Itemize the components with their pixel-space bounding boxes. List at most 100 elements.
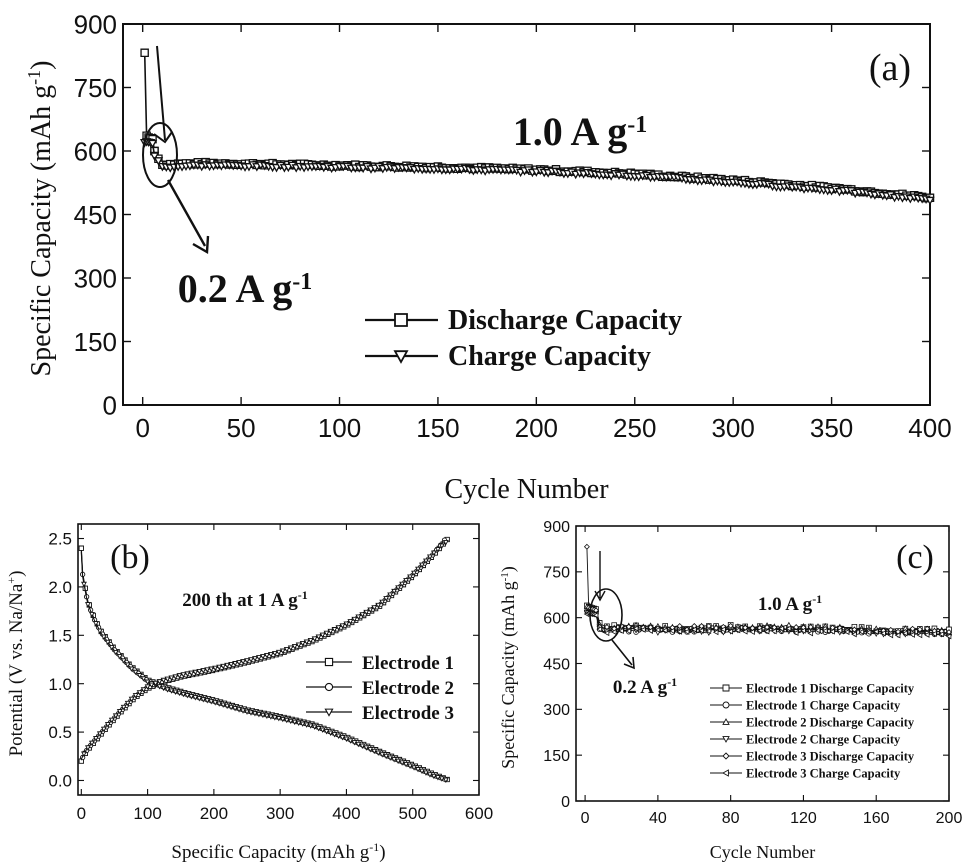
series-line (586, 546, 950, 634)
data-point (383, 753, 390, 760)
data-point (263, 713, 270, 719)
data-point (184, 671, 191, 677)
data-point (403, 578, 410, 584)
data-point (335, 625, 342, 631)
data-point (244, 658, 250, 664)
y-tick-label: 2.5 (48, 530, 72, 549)
data-point (640, 626, 646, 633)
data-point (188, 694, 195, 700)
series-line (586, 610, 950, 636)
data-point (323, 630, 330, 637)
y-tick-label: 0.0 (48, 772, 72, 791)
data-point (938, 631, 945, 638)
x-tick-label: 400 (908, 413, 951, 443)
data-point (220, 702, 227, 708)
legend-label: Electrode 3 (362, 703, 454, 724)
data-point (764, 624, 771, 631)
data-point (204, 667, 211, 673)
data-point (164, 676, 171, 682)
data-point (814, 627, 821, 634)
y-tick-label: 900 (74, 9, 117, 39)
legend-label: Charge Capacity (448, 341, 651, 372)
data-point (887, 626, 894, 633)
data-point (705, 628, 712, 635)
data-point (363, 609, 370, 616)
data-point (224, 703, 231, 710)
data-point (442, 540, 449, 546)
data-point (654, 626, 661, 633)
legend-label: Electrode 3 Discharge Capacity (746, 750, 915, 764)
data-point (829, 628, 835, 635)
data-point (399, 581, 406, 588)
data-point (778, 625, 784, 632)
data-point (807, 630, 814, 637)
y-tick-label: 1.0 (48, 675, 72, 694)
data-point (196, 696, 203, 702)
data-point (800, 627, 806, 634)
data-point (156, 684, 163, 690)
data-point (144, 679, 151, 685)
data-point (311, 724, 318, 730)
data-point (423, 770, 429, 776)
data-point (307, 637, 314, 644)
data-point (259, 654, 266, 660)
data-point (430, 550, 437, 556)
data-point (603, 624, 610, 630)
data-point (92, 621, 99, 627)
data-point (902, 630, 908, 637)
data-point (407, 574, 414, 580)
data-point (220, 663, 227, 670)
legend-label: Electrode 2 (362, 678, 454, 699)
data-point (807, 624, 814, 630)
series-line (586, 605, 950, 633)
data-point (192, 669, 199, 676)
x-tick-label: 0 (77, 804, 86, 823)
x-axis-title: Specific Capacity (mAh g-1) (171, 840, 385, 863)
data-point (172, 674, 179, 680)
legend-label: Electrode 2 Charge Capacity (746, 733, 901, 747)
data-point (872, 628, 879, 635)
data-point (625, 623, 632, 630)
data-point (916, 626, 923, 633)
data-point (442, 777, 449, 783)
series-electrode-3 (80, 540, 449, 783)
panel-c: 0 40 80 120 160 200 0 150 300 450 600 750 900 Cycle N… (498, 519, 962, 862)
data-point (132, 693, 139, 699)
y-tick-label: 450 (543, 656, 570, 673)
y-tick-label: 0 (561, 794, 570, 811)
data-point (164, 687, 171, 693)
x-tick-label: 200 (200, 804, 228, 823)
data-point (741, 628, 748, 635)
data-point (232, 706, 239, 712)
x-tick-label: 50 (227, 413, 256, 443)
y-tick-label: 150 (543, 748, 570, 765)
annotation-rate-high: 1.0 A g-1 (513, 109, 647, 154)
data-point (698, 623, 705, 630)
data-point (100, 634, 107, 640)
data-point (676, 623, 683, 629)
data-point (375, 750, 382, 756)
highlight-ellipse (589, 588, 623, 642)
legend-label: Electrode 1 Discharge Capacity (746, 682, 915, 696)
data-point (252, 656, 258, 662)
data-point (335, 733, 342, 739)
data-point (92, 736, 99, 742)
data-point (108, 645, 115, 651)
arrow-first-cycle (594, 551, 606, 602)
data-point (176, 673, 183, 679)
data-point (108, 717, 115, 724)
legend-marker (324, 657, 334, 667)
data-point (763, 628, 770, 635)
data-point (208, 699, 215, 705)
data-point (925, 196, 935, 206)
annotation-rate-low: 0.2 A g-1 (613, 675, 677, 698)
data-point (104, 639, 111, 646)
data-point (188, 670, 195, 676)
data-point (255, 711, 262, 718)
data-point (355, 741, 362, 748)
data-point (160, 685, 167, 692)
data-point (259, 712, 266, 719)
data-point (144, 684, 151, 690)
data-point (851, 626, 858, 633)
data-point (327, 628, 334, 635)
